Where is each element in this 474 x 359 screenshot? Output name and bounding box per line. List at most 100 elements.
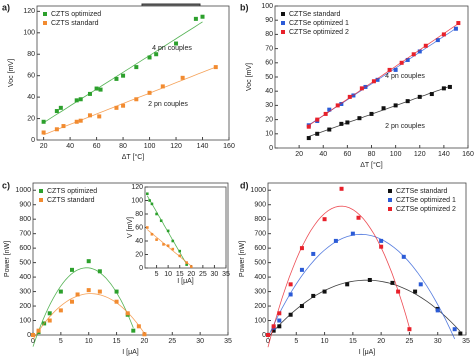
data-point [94, 86, 99, 91]
data-point [47, 318, 52, 323]
fit-line [308, 23, 459, 126]
x-tick-label: 25 [406, 338, 414, 345]
legend-label: CZTSe standard [396, 188, 447, 195]
fit-line [267, 205, 410, 348]
data-point [185, 263, 188, 266]
x-tick-label: 20 [40, 143, 48, 150]
data-point [423, 43, 428, 48]
y-tick-label: 60 [27, 73, 35, 80]
data-point [306, 136, 311, 141]
data-point [86, 288, 91, 293]
data-point [146, 226, 149, 229]
data-point [162, 243, 165, 246]
y-tick-label: 700 [254, 231, 266, 238]
legend-marker [281, 21, 285, 25]
data-point [75, 292, 80, 297]
x-tick-label: 40 [66, 143, 74, 150]
legend-marker [281, 12, 285, 16]
data-point [74, 98, 79, 103]
plot-frame [274, 5, 469, 149]
y-tick-label: 800 [254, 216, 266, 223]
data-point [148, 199, 151, 202]
data-point [288, 292, 293, 297]
legend-label: CZTSe optimized 1 [289, 20, 349, 27]
x-tick-label: 35 [222, 271, 230, 278]
data-point [47, 311, 52, 316]
data-point [345, 120, 350, 125]
x-tick-label: 5 [59, 338, 63, 345]
x-tick-label: 35 [462, 338, 470, 345]
data-point [458, 331, 463, 336]
data-point [58, 289, 63, 294]
fit-line [147, 229, 192, 267]
y-tick-label: 60 [135, 224, 143, 231]
y-tick-label: 90 [265, 17, 273, 24]
x-tick-label: 30 [211, 271, 219, 278]
x-axis-title: I [μA] [359, 349, 376, 356]
data-point [435, 38, 440, 43]
x-tick-label: 20 [377, 338, 385, 345]
y-axis-title: V [mV] [127, 217, 134, 238]
x-tick-label: 80 [119, 143, 127, 150]
plot-frame [267, 182, 467, 336]
data-point [413, 289, 418, 294]
data-point [200, 14, 205, 19]
legend-marker [388, 198, 392, 202]
legend-label: CZTSe optimized 2 [289, 29, 349, 36]
y-tick-label: 50 [265, 74, 273, 81]
x-axis-title: ΔT [°C] [360, 161, 383, 169]
data-point [78, 118, 83, 123]
y-tick-label: 600 [19, 245, 31, 252]
x-tick-label: 15 [113, 338, 121, 345]
data-point [134, 97, 139, 102]
data-point [136, 324, 141, 329]
x-tick-label: 100 [390, 151, 402, 158]
data-point [166, 244, 170, 248]
data-point [166, 229, 170, 233]
x-tick-label: 30 [434, 338, 442, 345]
legend-label: CZTS optimized [47, 188, 97, 195]
y-axis-title: Power [nW] [239, 241, 246, 277]
data-point [299, 267, 304, 272]
y-tick-label: 400 [254, 274, 266, 281]
data-point [347, 94, 352, 99]
x-axis-title: ΔT [°C] [122, 153, 145, 161]
data-point [193, 16, 198, 21]
x-tick-label: 160 [462, 151, 474, 158]
y-axis-title: Power [nW] [4, 241, 11, 277]
data-point [315, 117, 320, 122]
fit-line [43, 66, 216, 136]
data-point [429, 92, 434, 97]
y-tick-label: 100 [261, 3, 273, 10]
data-point [134, 65, 139, 70]
y-tick-label: 200 [254, 303, 266, 310]
data-point [441, 32, 446, 37]
data-point [367, 277, 372, 282]
fit-line [43, 21, 203, 124]
legend-marker [39, 189, 43, 193]
x-tick-label: 60 [93, 143, 101, 150]
x-tick-label: 30 [196, 338, 204, 345]
data-point [306, 124, 311, 129]
legend-marker [281, 30, 285, 34]
data-point [74, 119, 79, 124]
y-tick-label: 100 [19, 317, 31, 324]
legend-label: CZTS standard [51, 20, 99, 27]
annotation: 2 pn couples [385, 123, 425, 130]
annotation: 2 pn couples [148, 101, 188, 108]
x-tick-label: 25 [199, 271, 207, 278]
data-point [147, 55, 152, 60]
data-point [379, 238, 384, 243]
data-point [405, 99, 410, 104]
data-point [323, 111, 328, 116]
data-point [121, 103, 126, 108]
data-point [185, 261, 188, 264]
data-point [401, 254, 406, 259]
x-tick-label: 20 [141, 338, 149, 345]
y-tick-label: 20 [27, 115, 35, 122]
y-tick-label: 40 [27, 94, 35, 101]
data-point [213, 65, 218, 70]
data-point [114, 299, 119, 304]
legend-label: CZTSe optimized 2 [396, 206, 456, 213]
